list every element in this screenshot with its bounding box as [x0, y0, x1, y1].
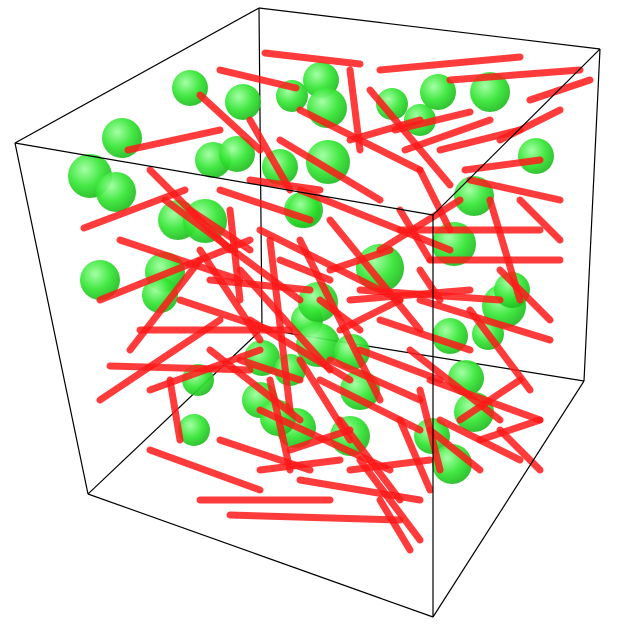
rod [446, 66, 584, 84]
box-edge [14, 7, 260, 144]
rod [476, 416, 544, 444]
rod [206, 276, 314, 294]
rod [276, 256, 334, 284]
rod [406, 346, 504, 424]
rod [261, 49, 364, 68]
box-edge [583, 48, 601, 382]
rod [276, 136, 384, 204]
rod [166, 376, 184, 444]
box-front-edges [14, 48, 601, 618]
rod [296, 186, 454, 254]
rod [196, 91, 264, 154]
rod [346, 116, 424, 144]
rod [376, 496, 414, 554]
rod [336, 296, 404, 334]
rod [124, 126, 224, 154]
rod [496, 266, 554, 324]
rod [236, 356, 304, 384]
rod [416, 266, 444, 304]
sphere [80, 260, 120, 300]
rod [176, 296, 274, 334]
rod [186, 206, 254, 254]
box-edge [432, 380, 585, 618]
rod [396, 206, 434, 264]
rod [286, 426, 354, 454]
rod [356, 346, 444, 384]
rod [526, 76, 594, 104]
rod [376, 53, 524, 74]
rod [326, 356, 424, 404]
rod [266, 376, 294, 474]
box-edge [432, 48, 601, 216]
sphere [518, 138, 554, 174]
rod [396, 416, 434, 494]
rod [216, 66, 300, 92]
box-edge [258, 7, 263, 330]
sphere [470, 72, 510, 112]
sphere [96, 172, 136, 212]
rod [96, 236, 254, 304]
rod [106, 362, 254, 374]
rod [356, 456, 424, 544]
box-edge [87, 493, 434, 618]
rod [196, 246, 264, 344]
rod [80, 186, 189, 232]
box-edge [14, 142, 89, 495]
rod [246, 116, 294, 194]
sphere [420, 74, 456, 110]
box-edge [14, 142, 434, 216]
rod [376, 316, 474, 354]
rod [416, 166, 454, 234]
rod [226, 206, 244, 304]
sphere [225, 84, 261, 120]
rod [346, 286, 474, 304]
box-edge [258, 7, 601, 50]
rod [256, 456, 344, 474]
rod [296, 356, 354, 444]
rod [461, 156, 544, 174]
rod [466, 176, 564, 204]
rod [206, 346, 304, 424]
rod [116, 236, 244, 284]
rod [516, 196, 564, 244]
rod [146, 446, 264, 494]
rod [266, 236, 294, 414]
rod [416, 296, 554, 344]
rod [326, 246, 394, 274]
rod [366, 86, 454, 189]
rod [426, 426, 484, 474]
rod [126, 256, 204, 354]
rod [296, 476, 424, 504]
rod [496, 426, 544, 474]
rod [376, 196, 464, 254]
rod [436, 416, 524, 464]
sphere [102, 118, 142, 158]
rod [486, 196, 524, 304]
rod [456, 376, 524, 424]
rod [236, 266, 334, 374]
rod-group [80, 49, 594, 554]
rod [326, 216, 424, 334]
rod [496, 106, 564, 144]
sphere [178, 414, 210, 446]
rod [226, 511, 404, 524]
rod [216, 186, 314, 224]
sphere [219, 136, 255, 172]
